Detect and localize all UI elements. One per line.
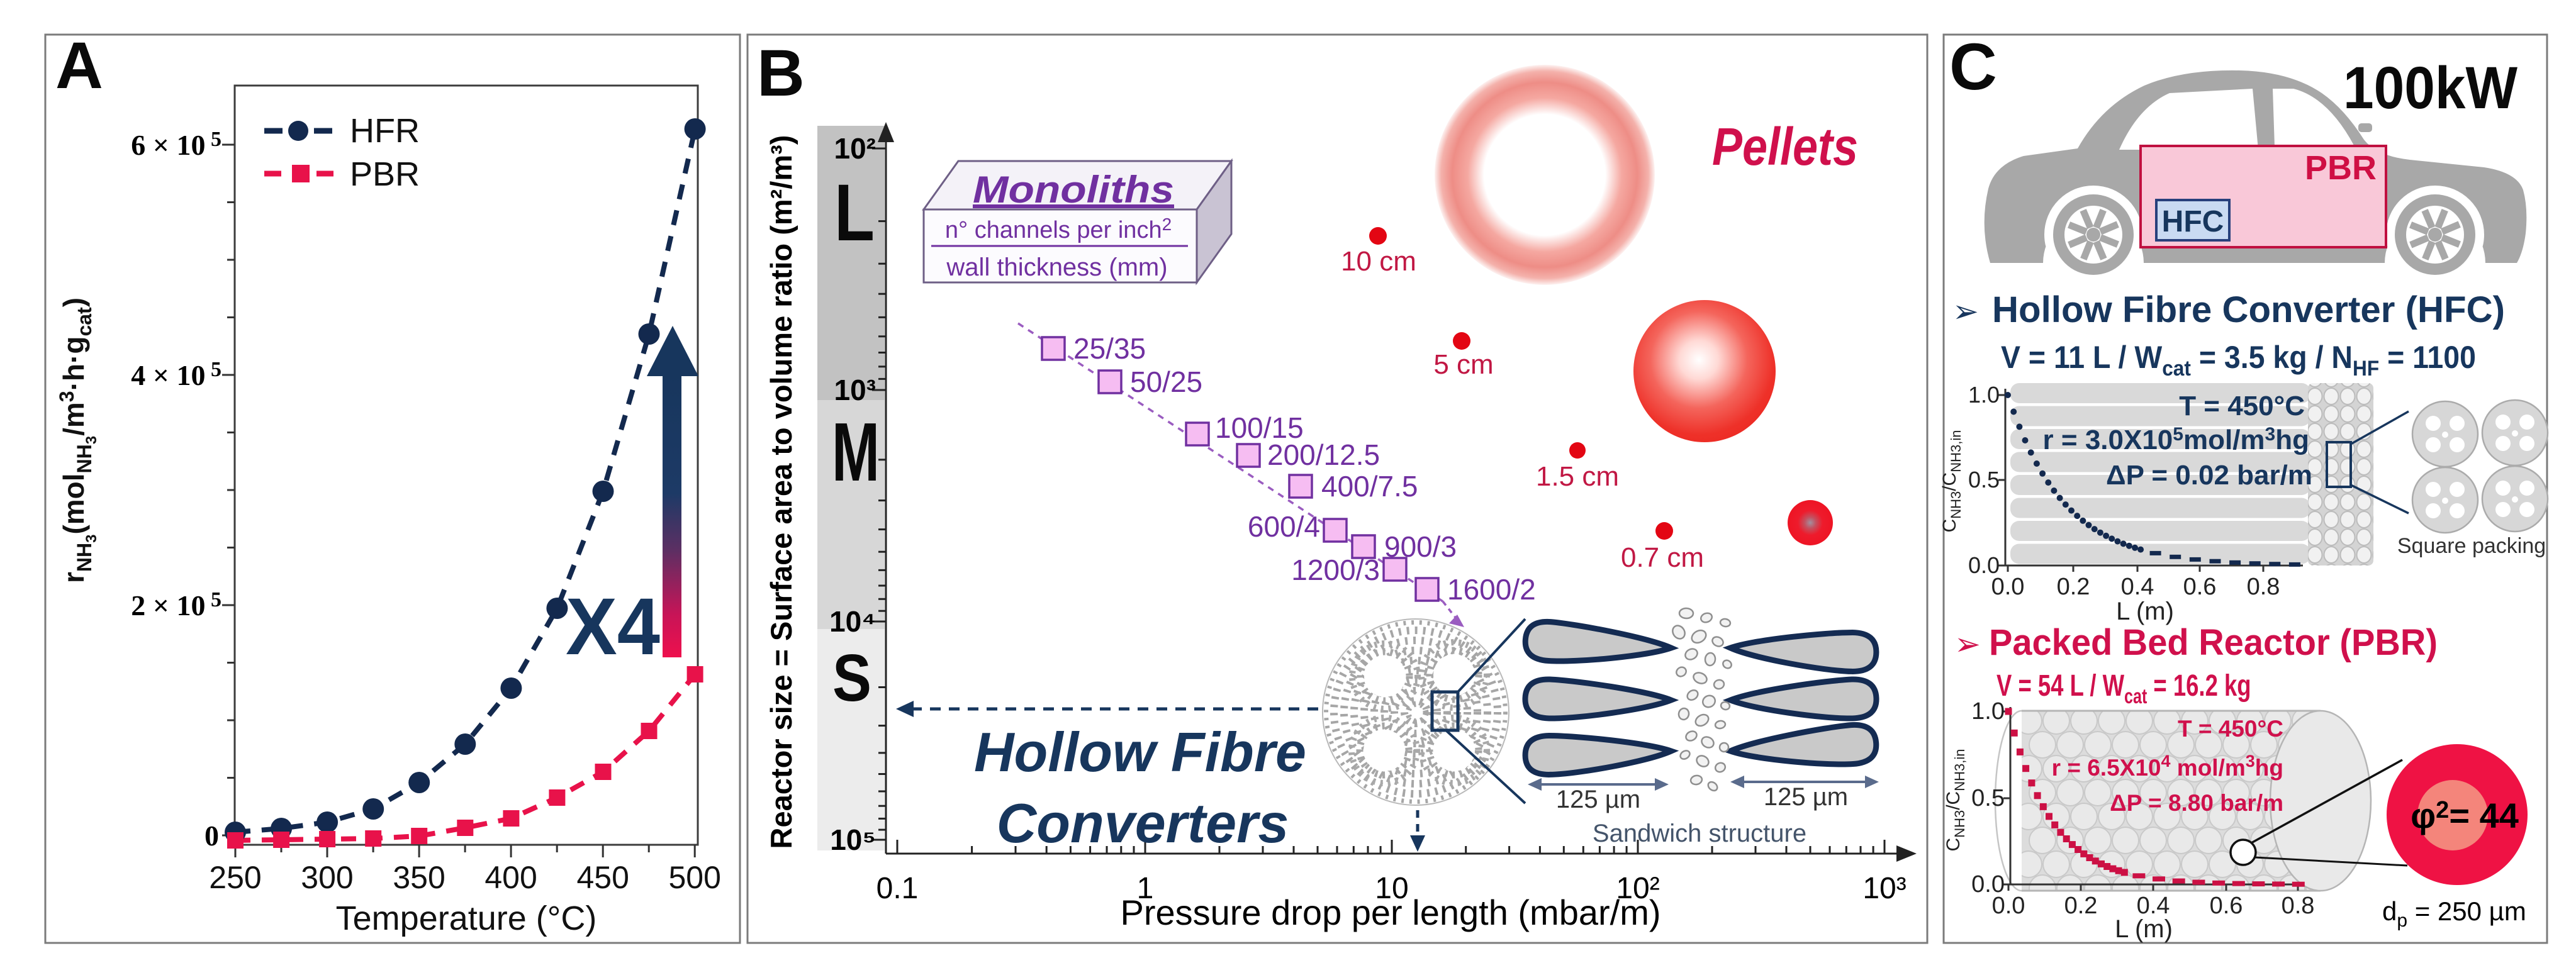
svg-text:Pressure drop per length (mbar: Pressure drop per length (mbar/m) xyxy=(1120,893,1660,932)
svg-text:Square packing: Square packing xyxy=(2397,534,2546,558)
svg-text:PBR: PBR xyxy=(2305,149,2377,187)
svg-text:M: M xyxy=(832,406,880,498)
svg-text:dp = 250 µm: dp = 250 µm xyxy=(2382,896,2526,931)
svg-text:V = 54 L / Wcat = 16.2 kg: V = 54 L / Wcat = 16.2 kg xyxy=(1996,669,2251,708)
svg-text:L (m): L (m) xyxy=(2115,915,2173,943)
svg-text:B: B xyxy=(757,36,805,110)
svg-text:A: A xyxy=(55,29,103,103)
svg-text:0.4: 0.4 xyxy=(2137,893,2170,919)
svg-text:0.1: 0.1 xyxy=(876,872,919,905)
svg-text:50/25: 50/25 xyxy=(1130,365,1202,398)
svg-text:10⁴: 10⁴ xyxy=(829,605,876,638)
svg-text:0.5: 0.5 xyxy=(1971,785,2005,811)
svg-text:➢: ➢ xyxy=(1952,294,1979,329)
svg-text:300: 300 xyxy=(301,860,353,895)
svg-text:0.0: 0.0 xyxy=(1968,552,2000,578)
svg-text:S: S xyxy=(832,641,871,715)
svg-text:5 cm: 5 cm xyxy=(1433,349,1493,380)
svg-text:0.2: 0.2 xyxy=(2064,893,2098,919)
svg-text:500: 500 xyxy=(668,860,720,895)
svg-text:rNH3(molNH3/m3·h·gcat): rNH3(molNH3/m3·h·gcat) xyxy=(55,298,100,583)
svg-text:Sandwich structure: Sandwich structure xyxy=(1593,820,1806,847)
svg-text:200/12.5: 200/12.5 xyxy=(1267,438,1380,471)
svg-text:0.0: 0.0 xyxy=(1971,871,2005,898)
svg-text:0.0: 0.0 xyxy=(1991,574,2025,600)
svg-text:10 cm: 10 cm xyxy=(1341,246,1416,277)
svg-text:r = 3.0X105mol/m3hg: r = 3.0X105mol/m3hg xyxy=(2043,424,2309,455)
svg-text:400/7.5: 400/7.5 xyxy=(1321,470,1418,503)
svg-text:0.2: 0.2 xyxy=(2057,574,2090,600)
svg-text:0.6: 0.6 xyxy=(2210,893,2243,919)
svg-text:10²: 10² xyxy=(1616,872,1659,905)
svg-text:ΔP = 0.02 bar/m: ΔP = 0.02 bar/m xyxy=(2106,460,2312,491)
svg-text:2 × 10 5: 2 × 10 5 xyxy=(131,588,221,621)
svg-text:Reactor size = Surface area to: Reactor size = Surface area to volume ra… xyxy=(764,135,798,849)
svg-text:Converters: Converters xyxy=(997,792,1289,854)
svg-text:10²: 10² xyxy=(834,132,876,165)
svg-text:100/15: 100/15 xyxy=(1215,411,1304,444)
svg-text:900/3: 900/3 xyxy=(1384,530,1457,563)
svg-text:1.5 cm: 1.5 cm xyxy=(1536,461,1619,492)
svg-text:400: 400 xyxy=(484,860,537,895)
svg-text:1600/2: 1600/2 xyxy=(1447,573,1536,606)
svg-text:6 × 10 5: 6 × 10 5 xyxy=(131,128,221,161)
svg-text:Monoliths: Monoliths xyxy=(973,169,1174,211)
svg-text:V = 11 L / Wcat = 3.5 kg / NHF: V = 11 L / Wcat = 3.5 kg / NHF = 1100 xyxy=(2001,340,2476,380)
svg-text:n° channels per inch2: n° channels per inch2 xyxy=(945,214,1172,243)
svg-text:0.5: 0.5 xyxy=(1968,467,2000,493)
svg-text:ΔP = 8.80 bar/m: ΔP = 8.80 bar/m xyxy=(2110,790,2283,816)
svg-text:HFR: HFR xyxy=(350,112,420,150)
svg-text:Temperature (°C): Temperature (°C) xyxy=(336,900,597,937)
svg-text:wall thickness (mm): wall thickness (mm) xyxy=(946,254,1167,281)
svg-text:0.8: 0.8 xyxy=(2247,574,2280,600)
svg-text:0.6: 0.6 xyxy=(2183,574,2217,600)
svg-text:10⁵: 10⁵ xyxy=(830,823,876,856)
svg-text:Packed Bed Reactor (PBR): Packed Bed Reactor (PBR) xyxy=(1989,622,2438,663)
svg-text:Hollow Fibre Converter (HFC): Hollow Fibre Converter (HFC) xyxy=(1992,289,2505,330)
svg-text:L: L xyxy=(834,168,875,258)
svg-text:0.0: 0.0 xyxy=(1992,893,2025,919)
svg-text:T = 450°C: T = 450°C xyxy=(2178,716,2283,742)
svg-text:10³: 10³ xyxy=(1862,872,1906,905)
svg-text:1200/3: 1200/3 xyxy=(1291,554,1380,586)
svg-text:CNH3/CNH3,in: CNH3/CNH3,in xyxy=(1943,749,1968,852)
svg-text:350: 350 xyxy=(393,860,445,895)
svg-text:100kW: 100kW xyxy=(2343,55,2517,121)
svg-text:1.0: 1.0 xyxy=(1968,382,2000,408)
svg-text:T = 450°C: T = 450°C xyxy=(2179,391,2305,421)
svg-text:1: 1 xyxy=(1137,872,1154,905)
svg-text:1.0: 1.0 xyxy=(1971,698,2005,725)
svg-text:PBR: PBR xyxy=(350,155,420,193)
svg-text:25/35: 25/35 xyxy=(1073,332,1146,365)
svg-text:125 µm: 125 µm xyxy=(1764,783,1848,811)
svg-text:4 × 10 5: 4 × 10 5 xyxy=(131,358,221,391)
svg-text:0.8: 0.8 xyxy=(2282,893,2315,919)
svg-text:125 µm: 125 µm xyxy=(1556,786,1640,813)
svg-text:L (m): L (m) xyxy=(2116,598,2174,625)
svg-text:0: 0 xyxy=(204,820,219,852)
svg-text:600/4: 600/4 xyxy=(1248,510,1320,543)
svg-text:Hollow Fibre: Hollow Fibre xyxy=(974,721,1306,783)
svg-text:➢: ➢ xyxy=(1954,627,1981,662)
svg-text:250: 250 xyxy=(209,860,261,895)
svg-text:0.4: 0.4 xyxy=(2121,574,2154,600)
svg-text:HFC: HFC xyxy=(2162,205,2224,238)
svg-text:10: 10 xyxy=(1375,872,1408,905)
svg-text:Pellets: Pellets xyxy=(1712,117,1858,176)
svg-text:X4: X4 xyxy=(566,582,660,672)
svg-text:C: C xyxy=(1949,30,1997,104)
svg-text:0.7 cm: 0.7 cm xyxy=(1621,542,1704,573)
svg-text:φ2= 44: φ2= 44 xyxy=(2411,796,2519,835)
svg-text:10³: 10³ xyxy=(834,374,876,406)
svg-text:450: 450 xyxy=(576,860,629,895)
